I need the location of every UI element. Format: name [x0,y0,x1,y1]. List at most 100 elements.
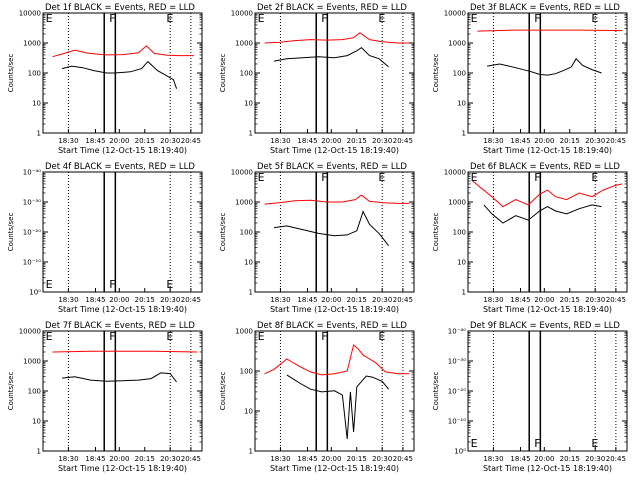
x-tick-label: 18:45 [297,137,317,145]
plot-frame [254,12,415,134]
lld-series-line [472,180,623,208]
y-tick-label: 1 [462,130,466,138]
y-tick-label: 100 [28,70,41,78]
y-tick-label: 1 [249,448,253,456]
segment-marker: E [378,330,385,343]
y-axis-label: Counts/sec [219,372,227,411]
y-axis-label: Counts/sec [219,213,227,252]
x-axis-label: Start Time (12-Oct-15 18:19:40) [483,464,612,473]
x-tick-label: 20:30 [160,137,180,145]
x-tick-label: 20:30 [585,137,605,145]
y-tick-label: 10000 [19,328,41,336]
segment-marker: E [166,330,173,343]
y-tick-label: 10⁻⁴⁰ [448,328,466,336]
x-axis-label: Start Time (12-Oct-15 18:19:40) [270,146,399,155]
y-tick-label: 1 [37,130,41,138]
x-tick-label: 20:30 [372,455,392,463]
y-tick-label: 1000 [235,199,253,207]
segment-marker: F [534,437,540,450]
segment-marker: F [321,330,327,343]
events-series-line [61,60,178,89]
lld-series-line [264,194,410,205]
plot-frame [42,12,203,134]
segment-marker: F [109,330,115,343]
x-tick-label: 18:30 [58,296,78,304]
panel-title: Det 6f BLACK = Events, RED = LLD [470,162,620,172]
x-tick-label: 18:30 [58,455,78,463]
y-tick-label: 10⁻²⁰ [23,229,41,237]
x-tick-label: 20:00 [109,455,129,463]
plot-frame [467,330,628,452]
y-tick-label: 10⁻¹⁰ [23,259,41,267]
segment-marker: E [258,171,265,184]
detector-panel: Det 5f BLACK = Events, RED = LLD 1 10 100 10… [219,162,415,314]
y-tick-label: 10⁻¹⁰ [448,418,466,426]
x-tick-label: 20:15 [560,296,580,304]
y-tick-label: 100 [240,229,253,237]
x-tick-label: 20:45 [606,137,626,145]
detector-panel: Det 9f BLACK = Events, RED = LLD 10⁰ 10⁻¹⁰… [432,321,628,473]
x-tick-label: 20:00 [534,137,554,145]
x-tick-label: 20:15 [347,296,367,304]
x-tick-label: 20:00 [109,137,129,145]
x-tick-label: 18:30 [58,137,78,145]
x-tick-label: 20:30 [585,296,605,304]
y-tick-label: 10 [244,100,253,108]
x-tick-label: 20:15 [135,137,155,145]
y-tick-label: 1000 [235,40,253,48]
y-tick-label: 10 [32,418,41,426]
x-tick-label: 20:45 [393,296,413,304]
segment-marker: E [166,278,173,291]
x-tick-label: 20:45 [181,137,201,145]
y-tick-label: 10000 [231,10,253,18]
y-axis-label: Counts/sec [432,54,440,93]
y-tick-label: 10⁻⁴⁰ [23,169,41,177]
x-tick-label: 20:45 [393,455,413,463]
x-tick-label: 20:45 [606,296,626,304]
events-series-line [483,204,602,224]
y-tick-label: 10000 [231,169,253,177]
y-tick-label: 1 [249,289,253,297]
y-axis-label: Counts/sec [432,372,440,411]
x-tick-label: 20:15 [560,455,580,463]
panel-title: Det 5f BLACK = Events, RED = LLD [257,162,407,172]
x-tick-label: 18:30 [270,296,290,304]
x-axis-label: Start Time (12-Oct-15 18:19:40) [58,146,187,155]
lld-series-line [52,45,194,58]
segment-marker: F [321,171,327,184]
panel-title: Det 7f BLACK = Events, RED = LLD [45,321,195,331]
segment-marker: F [534,171,540,184]
x-axis-label: Start Time (12-Oct-15 18:19:40) [483,305,612,314]
x-tick-label: 20:00 [534,455,554,463]
segment-marker: F [109,12,115,25]
y-axis-label: Counts/sec [7,213,15,252]
x-tick-label: 18:45 [510,137,530,145]
x-axis-label: Start Time (12-Oct-15 18:19:40) [270,305,399,314]
y-tick-label: 10⁻²⁰ [448,388,466,396]
x-tick-label: 20:15 [560,137,580,145]
x-tick-label: 20:45 [606,455,626,463]
panel-title: Det 3f BLACK = Events, RED = LLD [470,3,620,13]
x-tick-label: 20:30 [160,455,180,463]
x-tick-label: 20:00 [109,296,129,304]
events-series-line [62,372,177,383]
y-tick-label: 10⁻³⁰ [23,199,41,207]
segment-marker: E [591,171,598,184]
events-series-line [274,46,389,68]
y-tick-label: 100 [240,368,253,376]
x-tick-label: 18:30 [483,455,503,463]
y-tick-label: 1000 [23,40,41,48]
y-tick-label: 10000 [444,169,466,177]
y-axis-label: Counts/sec [7,372,15,411]
lld-series-line [264,343,410,376]
x-tick-label: 18:30 [483,296,503,304]
events-series-line [274,210,389,247]
y-tick-label: 10⁰ [454,448,466,456]
x-tick-label: 18:45 [297,296,317,304]
segment-marker: E [591,12,598,25]
detector-panel: Det 7f BLACK = Events, RED = LLD 1 10 100 10… [7,321,203,473]
y-axis-label: Counts/sec [432,213,440,252]
segment-marker: E [378,12,385,25]
y-tick-label: 10 [457,100,466,108]
